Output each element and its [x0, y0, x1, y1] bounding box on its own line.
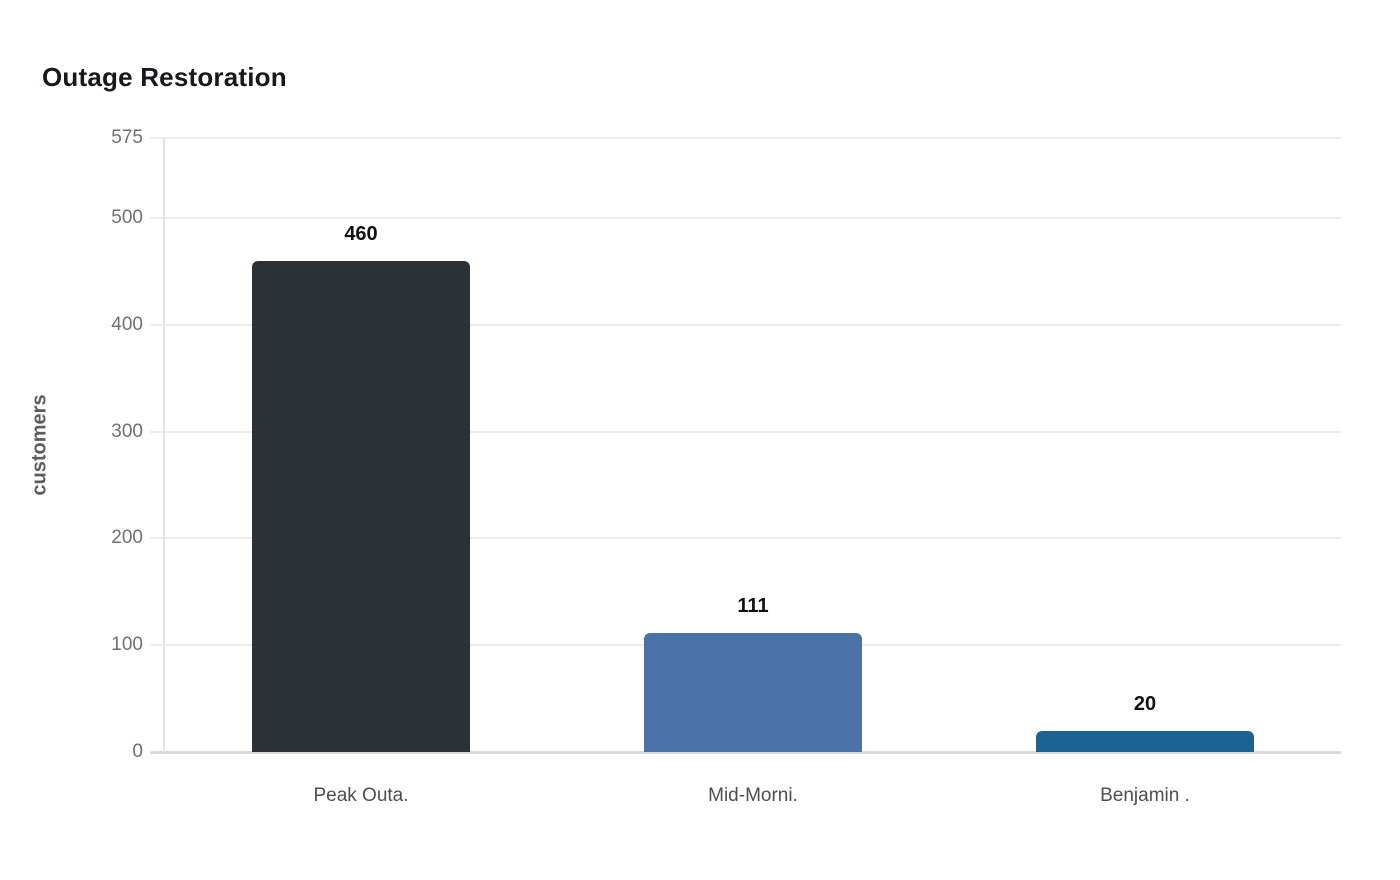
y-tick-label-200: 200	[111, 527, 143, 549]
x-category-label-peak-outa: Peak Outa.	[313, 785, 409, 806]
y-tick-label-575: 575	[111, 127, 143, 148]
y-tick-label-500: 500	[111, 207, 143, 229]
y-tick-label-100: 100	[111, 634, 143, 656]
chart-title: Outage Restoration	[42, 62, 287, 92]
x-category-label-benjamin: Benjamin .	[1100, 785, 1190, 806]
y-tick-label-300: 300	[111, 420, 143, 442]
bar-value-label-benjamin: 20	[1133, 692, 1157, 715]
y-tick-label-400: 400	[111, 313, 143, 335]
bar-peak-outa[interactable]	[252, 260, 470, 752]
bar-value-label-peak-outa: 460	[344, 222, 378, 245]
gridline-575	[150, 137, 1341, 139]
gridline-500	[150, 217, 1341, 220]
x-category-label-mid-morni: Mid-Morni.	[708, 785, 798, 806]
gridline-200	[150, 537, 1341, 540]
gridline-300	[150, 430, 1341, 433]
y-tick-label-0: 0	[132, 741, 143, 762]
bar-value-label-mid-morni: 111	[737, 595, 769, 618]
gridline-0	[150, 751, 1341, 754]
gridline-400	[150, 323, 1341, 326]
bar-benjamin[interactable]	[1036, 730, 1254, 752]
y-axis-line	[163, 138, 165, 752]
bar-mid-morni[interactable]	[644, 633, 862, 752]
y-axis-title: customers	[28, 394, 51, 496]
